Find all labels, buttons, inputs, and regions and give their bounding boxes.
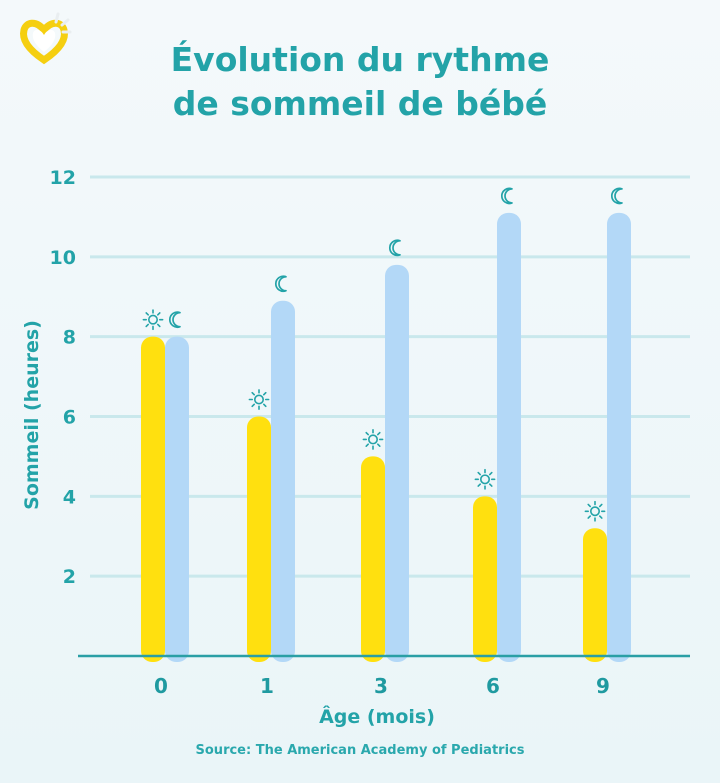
day-bar <box>247 416 271 662</box>
y-tick-label: 12 <box>50 167 76 189</box>
sun-icon <box>248 389 270 410</box>
day-bar <box>473 496 497 662</box>
sun-icon <box>142 309 164 331</box>
moon-icon <box>389 239 401 257</box>
sun-icon <box>474 468 496 490</box>
moon-icon <box>169 311 181 328</box>
bars <box>141 212 631 663</box>
tick-labels: 2 4 6 8 10 12 0 1 3 6 9 <box>50 167 610 698</box>
title-line-1: Évolution du rythme <box>170 40 550 79</box>
day-bar <box>583 528 607 662</box>
y-tick-label: 8 <box>63 327 76 349</box>
day-bar <box>361 456 385 662</box>
moon-icon <box>275 275 287 293</box>
y-tick-label: 2 <box>63 566 76 588</box>
y-tick-label: 4 <box>63 486 76 508</box>
title-line-2: de sommeil de bébé <box>172 84 548 123</box>
sun-icon <box>362 429 384 450</box>
sparkle-icon <box>54 12 72 34</box>
source-note: Source: The American Academy of Pediatri… <box>195 743 525 758</box>
heart-logo-icon <box>20 19 68 65</box>
night-bar <box>271 300 295 662</box>
y-axis-label: Sommeil (heures) <box>21 320 43 510</box>
night-bar <box>497 212 521 663</box>
moon-icon <box>501 187 513 205</box>
y-tick-label: 6 <box>63 407 76 429</box>
bar-icons <box>142 187 623 522</box>
x-tick-label: 1 <box>260 674 274 698</box>
y-tick-label: 10 <box>50 247 76 269</box>
night-bar <box>165 336 189 662</box>
sun-icon <box>584 500 606 522</box>
night-bar <box>607 212 631 663</box>
chart-title: Évolution du rythme de sommeil de bébé <box>0 38 720 126</box>
night-bar <box>385 264 409 662</box>
brand-logo <box>20 12 72 65</box>
x-tick-label: 3 <box>374 674 388 698</box>
x-tick-label: 9 <box>596 674 610 698</box>
day-bar <box>141 336 165 662</box>
moon-icon <box>611 187 623 205</box>
x-tick-label: 6 <box>486 674 500 698</box>
x-axis-label: Âge (mois) <box>319 705 435 728</box>
x-tick-label: 0 <box>154 674 168 698</box>
